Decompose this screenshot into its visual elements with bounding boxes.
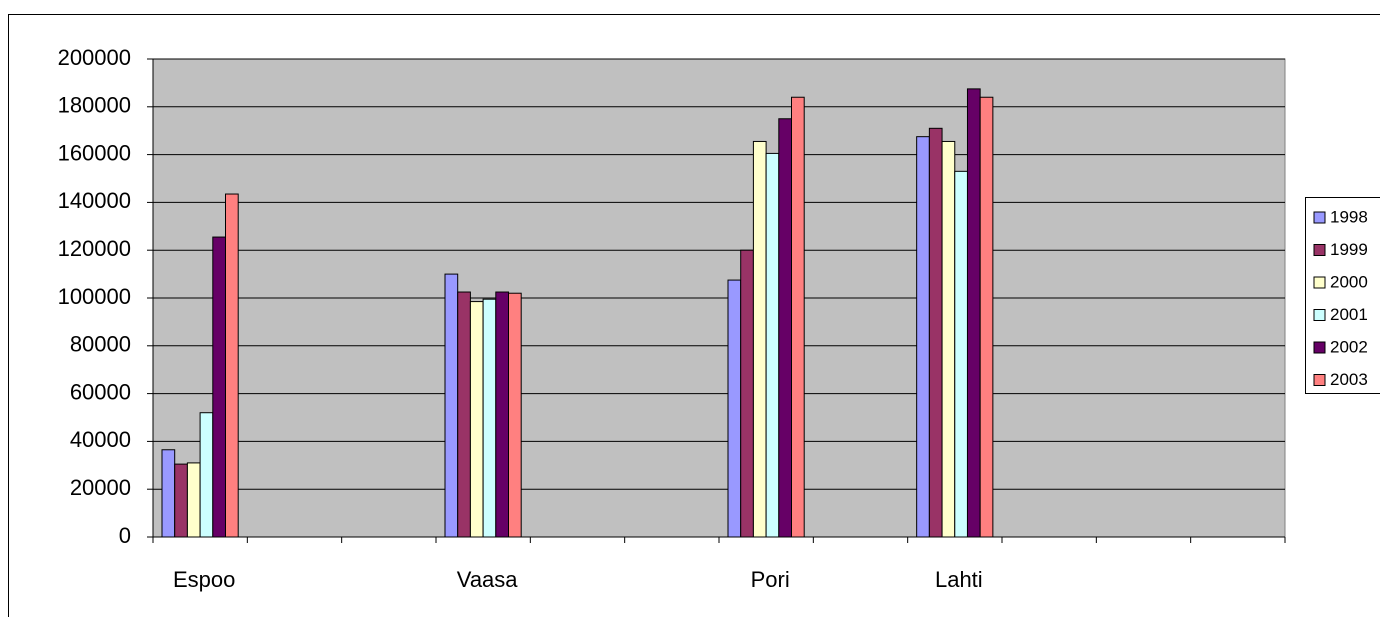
x-tick-label: Espoo [173, 567, 235, 592]
bar [161, 449, 176, 538]
y-tick-label: 20000 [70, 475, 131, 500]
chart-frame [8, 14, 1380, 617]
bar [444, 273, 459, 538]
legend-swatch [1313, 211, 1326, 224]
bar [482, 298, 497, 538]
bar [979, 96, 994, 538]
x-tick-label: Vaasa [457, 567, 519, 592]
legend-swatch [1313, 341, 1326, 354]
bar [469, 301, 484, 538]
legend-swatch [1313, 244, 1326, 256]
x-tick-label: Lahti [935, 567, 983, 592]
bar [954, 170, 968, 538]
legend-swatch [1313, 309, 1326, 321]
legend-box [1305, 197, 1380, 394]
legend-swatch [1313, 374, 1326, 386]
legend-label: 2002 [1330, 337, 1368, 356]
x-tick-label: Pori [751, 567, 790, 592]
legend-label: 1999 [1330, 240, 1368, 259]
bar [225, 193, 239, 538]
legend-label: 2003 [1330, 370, 1368, 389]
bar [928, 127, 943, 538]
y-tick-label: 140000 [58, 188, 131, 213]
y-tick-label: 0 [119, 523, 131, 548]
y-tick-label: 60000 [70, 379, 131, 404]
bar [174, 463, 188, 538]
bar [752, 140, 767, 538]
legend-label: 1998 [1330, 207, 1368, 226]
y-tick-label: 200000 [58, 45, 131, 70]
bar [727, 279, 742, 538]
y-tick-label: 160000 [58, 140, 131, 165]
bar [778, 118, 792, 538]
y-tick-label: 180000 [58, 93, 131, 118]
bar [916, 136, 930, 538]
bar [212, 236, 227, 538]
bar [495, 291, 509, 538]
y-tick-label: 100000 [58, 284, 131, 309]
bar [186, 462, 201, 538]
legend-label: 2000 [1330, 272, 1368, 291]
bar [966, 88, 981, 538]
y-tick-label: 80000 [70, 332, 131, 357]
y-tick-label: 120000 [58, 236, 131, 261]
bar [457, 291, 471, 538]
bar [765, 152, 780, 538]
legend-swatch [1313, 276, 1326, 289]
bar [199, 412, 214, 538]
bar [791, 96, 805, 538]
legend-label: 2001 [1330, 305, 1368, 324]
bar [740, 249, 754, 538]
y-tick-label: 40000 [70, 427, 131, 452]
bar [508, 292, 522, 538]
bar [941, 140, 956, 538]
